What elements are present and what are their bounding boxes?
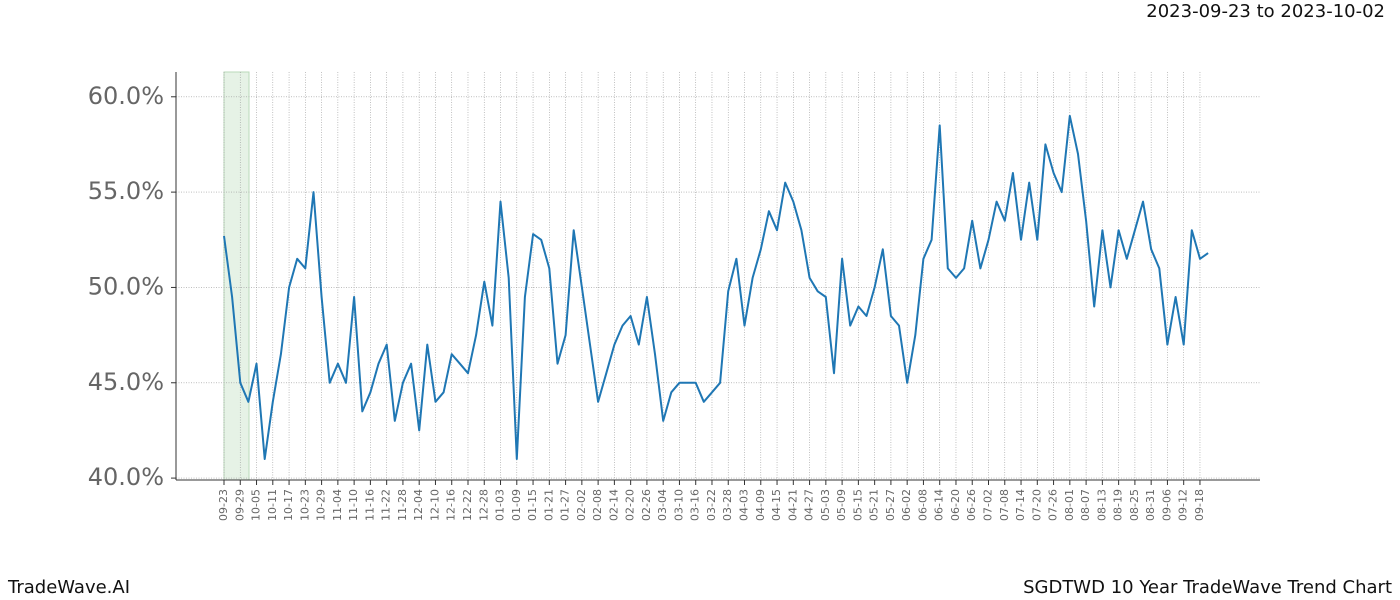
x-tick-label: 08-31 xyxy=(1144,489,1157,521)
x-tick-label: 04-27 xyxy=(803,489,816,521)
y-tick-label: 40.0% xyxy=(88,463,164,491)
x-tick-label: 05-03 xyxy=(819,489,832,521)
y-tick-label: 55.0% xyxy=(88,177,164,205)
x-tick-label: 08-01 xyxy=(1063,489,1076,521)
x-tick-label: 01-21 xyxy=(542,489,555,521)
x-tick-label: 07-02 xyxy=(982,489,995,521)
x-tick-label: 04-21 xyxy=(786,489,799,521)
x-tick-label: 06-08 xyxy=(916,489,929,521)
x-tick-label: 10-29 xyxy=(315,489,328,521)
x-tick-label: 09-06 xyxy=(1160,489,1173,521)
x-tick-label: 08-13 xyxy=(1095,489,1108,521)
x-tick-label: 05-27 xyxy=(884,489,897,521)
x-tick-label: 03-22 xyxy=(705,489,718,521)
x-tick-label: 02-14 xyxy=(607,489,620,521)
x-tick-label: 09-18 xyxy=(1193,489,1206,521)
x-tick-label: 04-03 xyxy=(738,489,751,521)
x-tick-label: 01-09 xyxy=(510,489,523,521)
x-tick-label: 04-09 xyxy=(754,489,767,521)
x-tick-label: 05-21 xyxy=(868,489,881,521)
x-tick-label: 10-05 xyxy=(250,489,263,521)
x-tick-label: 11-16 xyxy=(363,489,376,521)
x-tick-label: 11-22 xyxy=(380,489,393,521)
x-tick-label: 02-08 xyxy=(591,489,604,521)
x-tick-label: 09-29 xyxy=(233,489,246,521)
y-tick-label: 60.0% xyxy=(88,82,164,110)
x-tick-label: 07-26 xyxy=(1047,489,1060,521)
footer-left: TradeWave.AI xyxy=(7,577,130,598)
x-tick-label: 08-19 xyxy=(1112,489,1125,521)
x-tick-label: 07-14 xyxy=(1014,489,1027,521)
x-tick-label: 09-23 xyxy=(217,489,230,521)
x-tick-label: 05-15 xyxy=(851,489,864,521)
x-tick-label: 05-09 xyxy=(835,489,848,521)
x-tick-label: 04-15 xyxy=(770,489,783,521)
x-tick-label: 12-22 xyxy=(461,489,474,521)
x-tick-label: 02-20 xyxy=(624,489,637,521)
x-tick-label: 10-23 xyxy=(298,489,311,521)
x-tick-label: 02-26 xyxy=(640,489,653,521)
x-tick-label: 06-26 xyxy=(965,489,978,521)
x-tick-label: 01-15 xyxy=(526,489,539,521)
trend-line xyxy=(223,114,1209,460)
footer-right: SGDTWD 10 Year TradeWave Trend Chart xyxy=(1023,577,1392,598)
x-tick-label: 11-28 xyxy=(396,489,409,521)
x-tick-label: 03-10 xyxy=(672,489,685,521)
chart-title: 2023-09-23 to 2023-10-02 xyxy=(1146,1,1385,22)
x-tick-label: 06-14 xyxy=(933,489,946,521)
x-tick-label: 10-17 xyxy=(282,489,295,521)
x-tick-label: 11-10 xyxy=(347,489,360,521)
x-tick-label: 03-16 xyxy=(689,489,702,521)
x-tick-label: 02-02 xyxy=(575,489,588,521)
x-tick-label: 08-25 xyxy=(1128,489,1141,521)
x-tick-label: 07-20 xyxy=(1030,489,1043,521)
x-tick-label: 12-28 xyxy=(477,489,490,521)
x-tick-label: 06-02 xyxy=(900,489,913,521)
x-tick-label: 12-16 xyxy=(445,489,458,521)
y-tick-label: 45.0% xyxy=(88,368,164,396)
x-tick-label: 07-08 xyxy=(998,489,1011,521)
x-tick-label: 01-27 xyxy=(559,489,572,521)
x-tick-label: 11-04 xyxy=(331,489,344,521)
x-tick-label: 01-03 xyxy=(494,489,507,521)
x-tick-label: 06-20 xyxy=(949,489,962,521)
x-tick-label: 09-12 xyxy=(1177,489,1190,521)
x-tick-label: 03-28 xyxy=(721,489,734,521)
x-tick-label: 08-07 xyxy=(1079,489,1092,521)
x-tick-label: 03-04 xyxy=(656,489,669,521)
x-tick-label: 10-11 xyxy=(266,489,279,521)
x-tick-label: 12-10 xyxy=(428,489,441,521)
x-tick-label: 12-04 xyxy=(412,489,425,521)
y-tick-label: 50.0% xyxy=(88,272,164,300)
highlight-band xyxy=(223,71,250,481)
